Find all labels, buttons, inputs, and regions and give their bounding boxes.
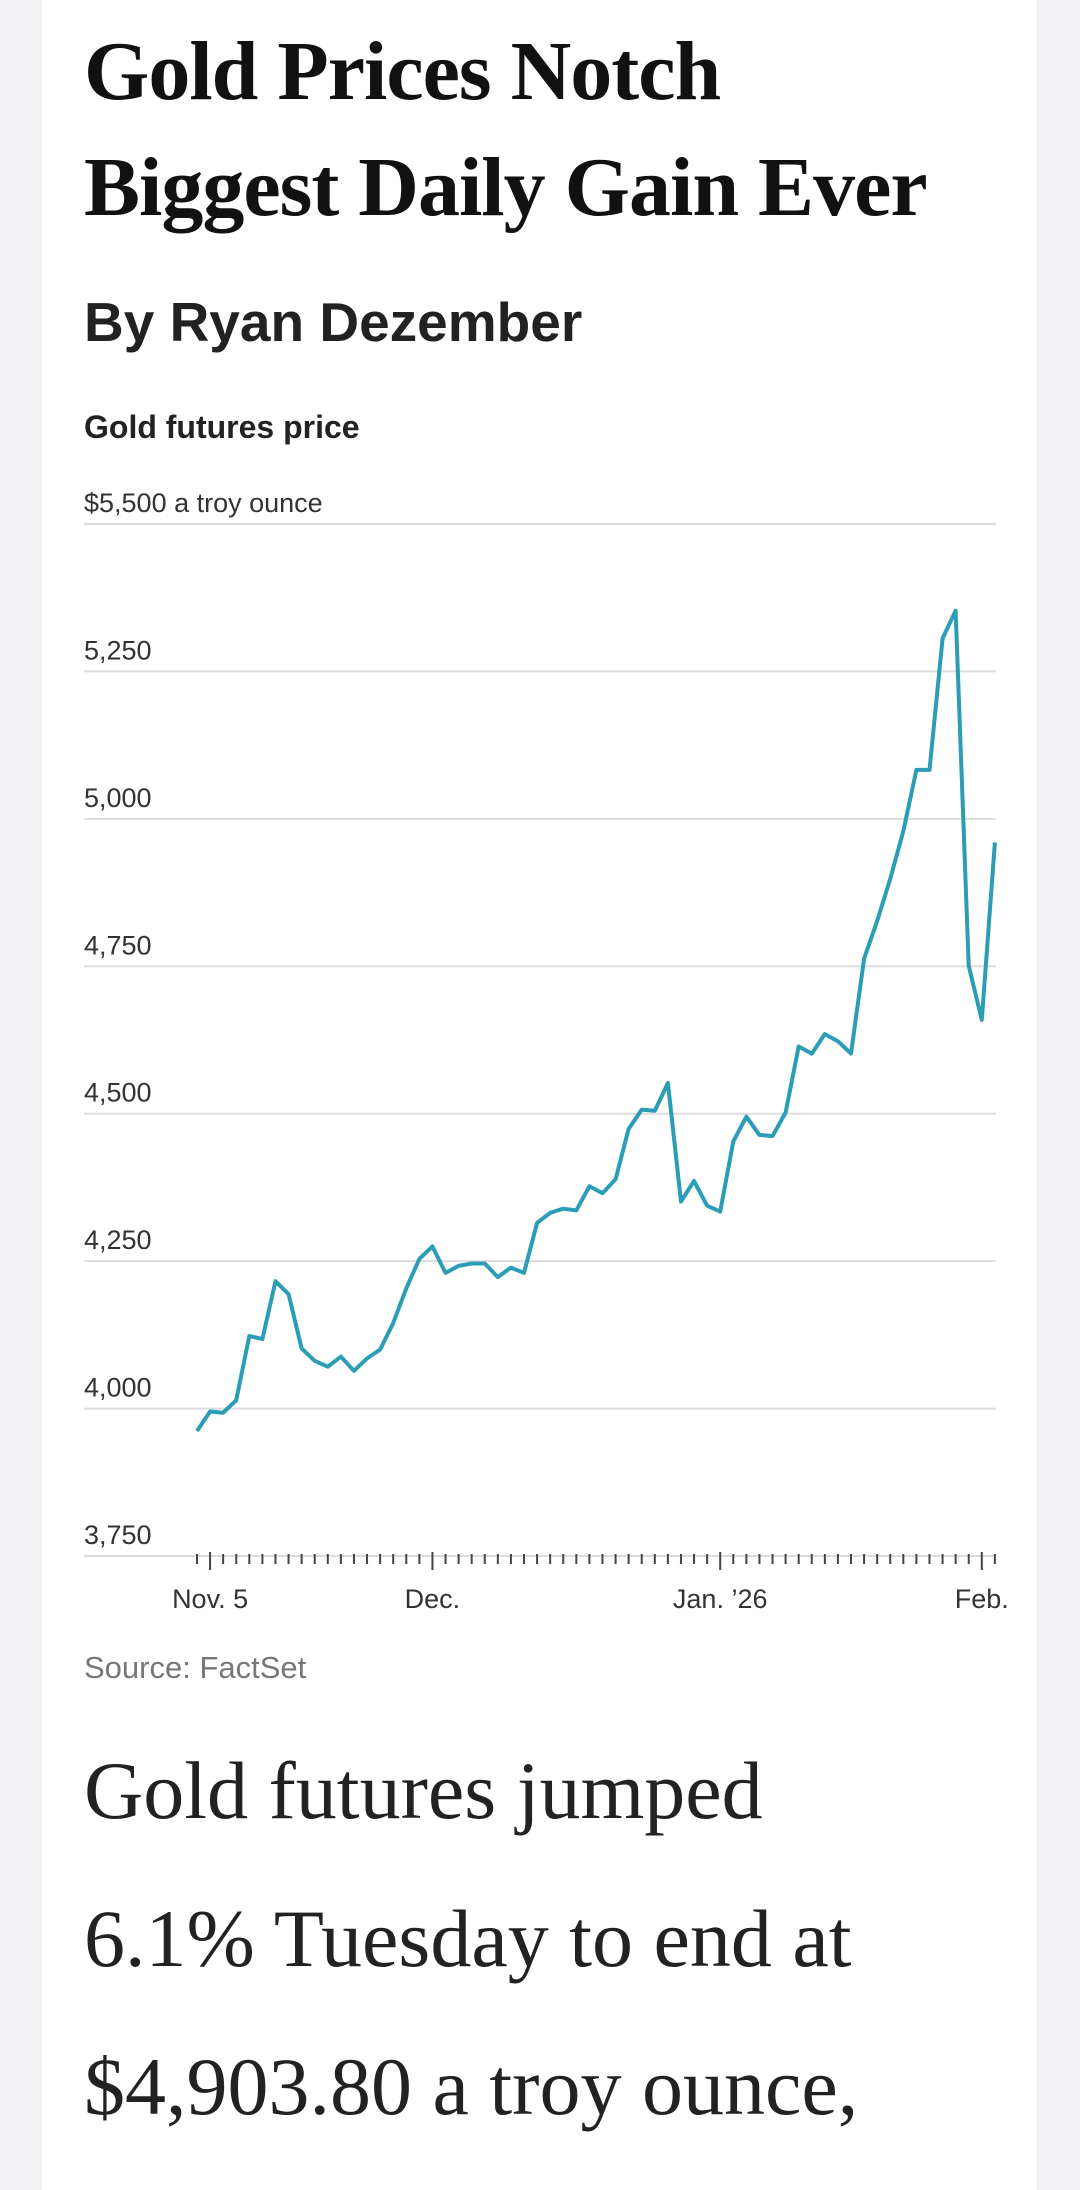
price-line [195,608,997,1433]
body-line: 6.1% Tuesday to end at [84,1893,852,1984]
body-line: $4,903.80 a troy ounce, [84,2041,859,2132]
headline-line: Gold Prices Notch [84,25,721,118]
y-tick-label: 4,000 [84,1373,152,1403]
y-tick-label: 4,250 [84,1225,152,1255]
y-tick-label: $5,500 a troy ounce [84,488,323,518]
x-tick-label: Jan. ’26 [673,1584,768,1614]
article-card [42,0,1037,2190]
y-tick-label: 5,000 [84,783,152,813]
x-tick-label: Dec. [405,1584,461,1614]
chart-source: Source: FactSet [84,1650,307,1685]
y-tick-label: 4,750 [84,930,152,960]
headline-line: Biggest Daily Gain Ever [84,141,928,234]
chart: Gold futures price Source: FactSet 3,750… [84,409,1009,1685]
x-tick-label: Nov. 5 [172,1584,248,1614]
y-tick-label: 3,750 [84,1520,152,1550]
byline: By Ryan Dezember [84,291,583,353]
body-line: Gold futures jumped [84,1745,763,1836]
y-tick-label: 4,500 [84,1078,152,1108]
x-tick-label: Feb. [955,1584,1009,1614]
chart-title: Gold futures price [84,409,360,445]
y-tick-label: 5,250 [84,635,152,665]
